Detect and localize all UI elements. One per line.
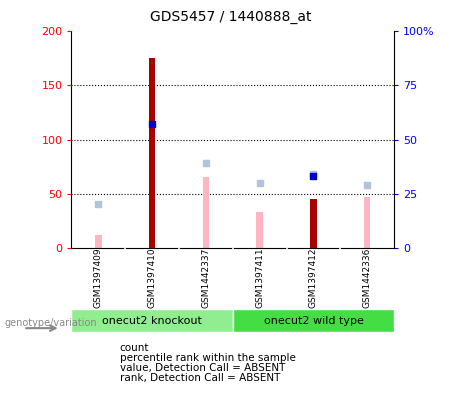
Point xyxy=(310,171,317,177)
Point xyxy=(364,182,371,188)
Text: GSM1442336: GSM1442336 xyxy=(363,248,372,308)
Point xyxy=(310,173,317,179)
Text: count: count xyxy=(120,343,149,353)
Bar xyxy=(233,309,394,332)
Text: GSM1397409: GSM1397409 xyxy=(94,248,103,309)
Text: onecut2 knockout: onecut2 knockout xyxy=(102,316,202,326)
Point xyxy=(256,180,263,186)
Bar xyxy=(149,59,155,248)
Point xyxy=(202,160,210,166)
Text: GSM1397411: GSM1397411 xyxy=(255,248,264,309)
Text: GSM1442337: GSM1442337 xyxy=(201,248,210,308)
Text: percentile rank within the sample: percentile rank within the sample xyxy=(120,353,296,363)
Text: onecut2 wild type: onecut2 wild type xyxy=(264,316,363,326)
Bar xyxy=(256,212,263,248)
Point xyxy=(148,121,156,127)
Text: rank, Detection Call = ABSENT: rank, Detection Call = ABSENT xyxy=(120,373,280,384)
Text: value, Detection Call = ABSENT: value, Detection Call = ABSENT xyxy=(120,363,285,373)
Bar xyxy=(310,199,317,248)
Bar xyxy=(95,235,101,248)
Text: genotype/variation: genotype/variation xyxy=(5,318,97,328)
Text: GSM1397412: GSM1397412 xyxy=(309,248,318,308)
Bar xyxy=(203,177,209,248)
Text: GSM1397410: GSM1397410 xyxy=(148,248,157,309)
Bar xyxy=(364,197,371,248)
Bar xyxy=(71,309,233,332)
Text: GDS5457 / 1440888_at: GDS5457 / 1440888_at xyxy=(150,10,311,24)
Point xyxy=(95,201,102,208)
